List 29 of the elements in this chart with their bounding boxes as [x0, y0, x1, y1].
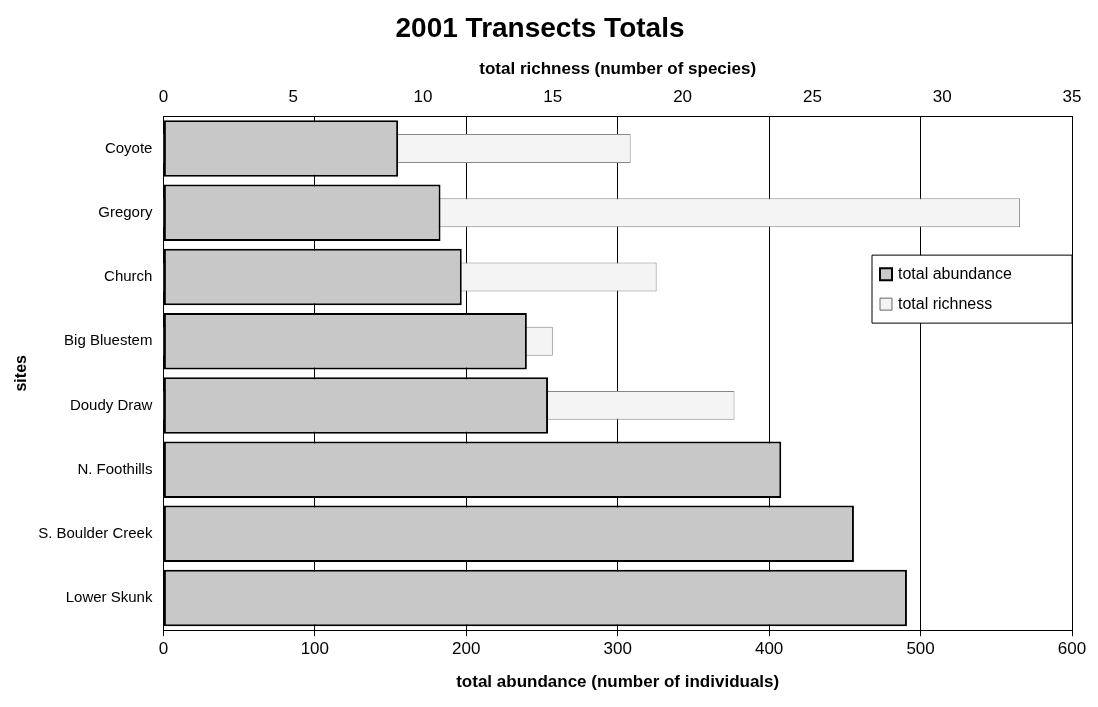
x-tick-label: 0 — [158, 639, 169, 659]
x2-tick-label: 35 — [1062, 86, 1082, 106]
legend-label: total abundance — [898, 264, 1012, 282]
y-tick-label: Big Bluestem — [64, 331, 153, 349]
x-axis-title: total abundance (number of individuals) — [456, 672, 780, 692]
legend-label: total richness — [898, 294, 993, 312]
chart-title: 2001 Transects Totals — [395, 11, 685, 43]
y-tick-label: Doudy Draw — [69, 395, 153, 413]
x2-tick-label: 0 — [158, 86, 169, 106]
x-tick-label: 600 — [1057, 639, 1087, 659]
x2-tick-label: 20 — [673, 86, 693, 106]
x-tick-label: 300 — [603, 639, 632, 659]
x2-tick-label: 15 — [543, 86, 563, 106]
x-tick-label: 500 — [906, 639, 935, 659]
x-tick-label: 200 — [452, 639, 481, 659]
x-tick-label: 100 — [300, 639, 330, 659]
x2-tick-label: 10 — [413, 86, 433, 106]
y-tick-label: N. Foothills — [77, 459, 153, 477]
y-tick-label: Gregory — [98, 202, 153, 220]
x2-tick-label: 5 — [288, 86, 298, 106]
x2-axis-title: total richness (number of species) — [479, 59, 757, 79]
y-tick-label: Coyote — [104, 138, 153, 156]
y-tick-label: Lower Skunk — [65, 588, 153, 606]
x2-tick-label: 25 — [802, 86, 822, 106]
y-tick-label: S. Boulder Creek — [38, 524, 153, 541]
y-tick-label: Church — [104, 267, 153, 285]
x-tick-label: 400 — [754, 639, 784, 659]
y-axis-title: sites — [12, 354, 30, 392]
x2-tick-label: 30 — [932, 86, 952, 106]
